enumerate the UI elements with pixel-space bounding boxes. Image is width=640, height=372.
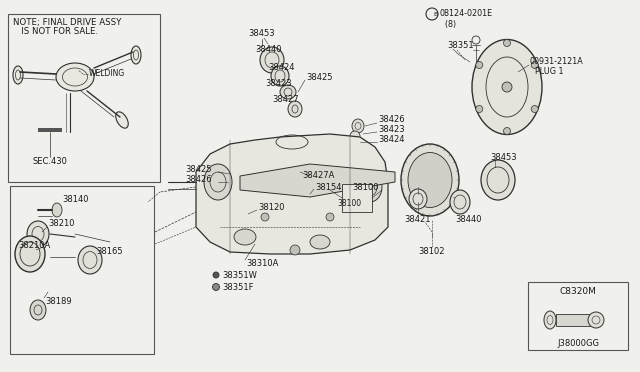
Text: 38120: 38120 <box>258 202 285 212</box>
Text: B: B <box>433 12 437 16</box>
Text: 38426: 38426 <box>185 176 212 185</box>
Text: 38154: 38154 <box>315 183 342 192</box>
Ellipse shape <box>52 203 62 217</box>
Circle shape <box>502 82 512 92</box>
Text: C8320M: C8320M <box>559 288 596 296</box>
Text: 38210A: 38210A <box>18 241 51 250</box>
Text: 38424: 38424 <box>268 62 294 71</box>
Text: 38351: 38351 <box>447 42 474 51</box>
Text: 08124-0201E: 08124-0201E <box>440 10 493 19</box>
Circle shape <box>213 272 219 278</box>
Text: 38423: 38423 <box>265 80 292 89</box>
Circle shape <box>531 61 538 68</box>
Bar <box>556 314 590 326</box>
Ellipse shape <box>310 235 330 249</box>
Text: 38100: 38100 <box>337 199 361 208</box>
Ellipse shape <box>544 311 556 329</box>
Ellipse shape <box>27 221 49 247</box>
Ellipse shape <box>234 229 256 245</box>
Text: 38421: 38421 <box>404 215 431 224</box>
Ellipse shape <box>409 189 427 209</box>
Ellipse shape <box>271 66 289 86</box>
Text: 38189: 38189 <box>45 298 72 307</box>
Text: 38424: 38424 <box>378 135 404 144</box>
Polygon shape <box>196 134 388 254</box>
Ellipse shape <box>347 138 357 150</box>
Ellipse shape <box>78 246 102 274</box>
Polygon shape <box>240 164 395 197</box>
Ellipse shape <box>56 63 94 91</box>
Text: (8): (8) <box>440 19 456 29</box>
Text: 38165: 38165 <box>96 247 123 257</box>
Ellipse shape <box>227 168 237 180</box>
Ellipse shape <box>228 179 236 189</box>
Circle shape <box>504 128 511 135</box>
Ellipse shape <box>358 172 382 202</box>
Bar <box>38 128 62 132</box>
Text: 38100: 38100 <box>352 183 378 192</box>
Ellipse shape <box>401 144 459 216</box>
Ellipse shape <box>350 131 360 141</box>
Ellipse shape <box>13 66 23 84</box>
Text: SEC.430: SEC.430 <box>33 157 67 167</box>
Text: 38427: 38427 <box>272 96 299 105</box>
Text: 38102: 38102 <box>419 247 445 257</box>
Text: IS NOT FOR SALE.: IS NOT FOR SALE. <box>13 28 98 36</box>
Text: NOTE; FINAL DRIVE ASSY: NOTE; FINAL DRIVE ASSY <box>13 17 122 26</box>
Circle shape <box>326 213 334 221</box>
Bar <box>10 186 154 354</box>
Ellipse shape <box>15 236 45 272</box>
Bar <box>8 14 160 182</box>
Text: 38310A: 38310A <box>246 260 278 269</box>
Text: 38425: 38425 <box>185 166 211 174</box>
Text: 38427A: 38427A <box>302 170 334 180</box>
Text: 38351W: 38351W <box>222 270 257 279</box>
Ellipse shape <box>30 300 46 320</box>
Text: J38000GG: J38000GG <box>557 340 599 349</box>
Ellipse shape <box>408 153 452 208</box>
Ellipse shape <box>204 164 232 200</box>
Circle shape <box>504 39 511 46</box>
Ellipse shape <box>260 47 284 73</box>
Text: 38423: 38423 <box>378 125 404 135</box>
Circle shape <box>261 213 269 221</box>
Circle shape <box>588 312 604 328</box>
Circle shape <box>290 245 300 255</box>
Text: WELDING: WELDING <box>89 70 125 78</box>
Circle shape <box>531 106 538 112</box>
Text: 38140: 38140 <box>62 196 88 205</box>
Ellipse shape <box>280 85 296 99</box>
Text: 38453: 38453 <box>490 153 516 161</box>
Circle shape <box>476 61 483 68</box>
Circle shape <box>212 283 220 291</box>
Text: 00931-2121A: 00931-2121A <box>530 58 584 67</box>
Text: 38440: 38440 <box>255 45 282 55</box>
Bar <box>342 184 372 212</box>
Text: 38210: 38210 <box>48 219 74 228</box>
Text: 38351F: 38351F <box>222 282 253 292</box>
Ellipse shape <box>481 160 515 200</box>
Ellipse shape <box>131 46 141 64</box>
Ellipse shape <box>288 101 302 117</box>
Bar <box>528 282 628 350</box>
Ellipse shape <box>352 119 364 133</box>
Ellipse shape <box>450 190 470 214</box>
Text: PLUG 1: PLUG 1 <box>535 67 563 77</box>
Ellipse shape <box>116 112 128 128</box>
Text: 38425: 38425 <box>306 73 333 81</box>
Text: 38426: 38426 <box>378 115 404 125</box>
Ellipse shape <box>472 39 542 135</box>
Text: 38453: 38453 <box>248 29 275 38</box>
Circle shape <box>476 106 483 112</box>
Text: 38440: 38440 <box>455 215 481 224</box>
